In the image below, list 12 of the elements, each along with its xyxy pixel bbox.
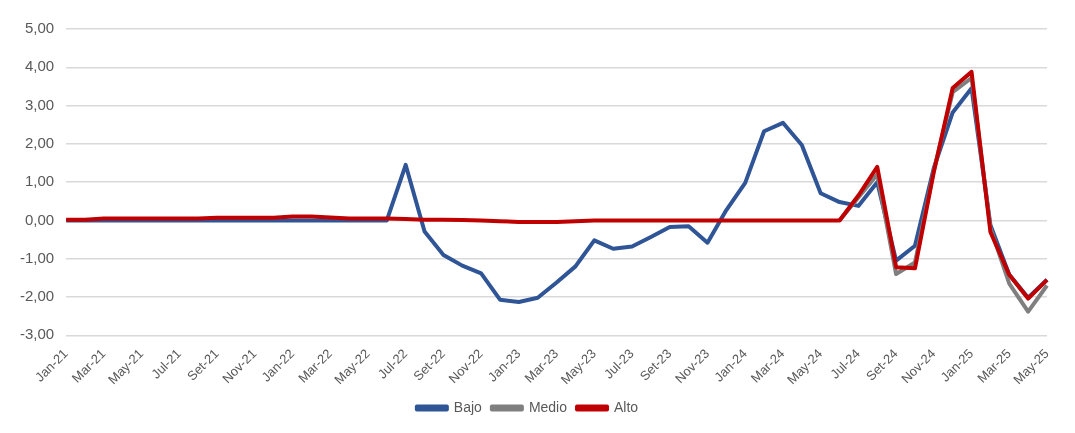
- y-tick-label: -3,00: [19, 325, 55, 343]
- legend-label: Alto: [614, 398, 639, 415]
- y-tick-label: 4,00: [24, 57, 55, 75]
- y-tick-label: 5,00: [24, 19, 55, 37]
- y-tick-label: 3,00: [24, 95, 55, 113]
- y-tick-label: 2,00: [24, 134, 55, 152]
- y-tick-label: 0,00: [24, 210, 55, 228]
- legend-label: Bajo: [453, 398, 483, 415]
- legend-label: Medio: [528, 398, 568, 415]
- y-tick-label: -1,00: [19, 248, 55, 266]
- y-tick-label: 1,00: [24, 172, 55, 190]
- y-tick-label: -2,00: [19, 287, 55, 305]
